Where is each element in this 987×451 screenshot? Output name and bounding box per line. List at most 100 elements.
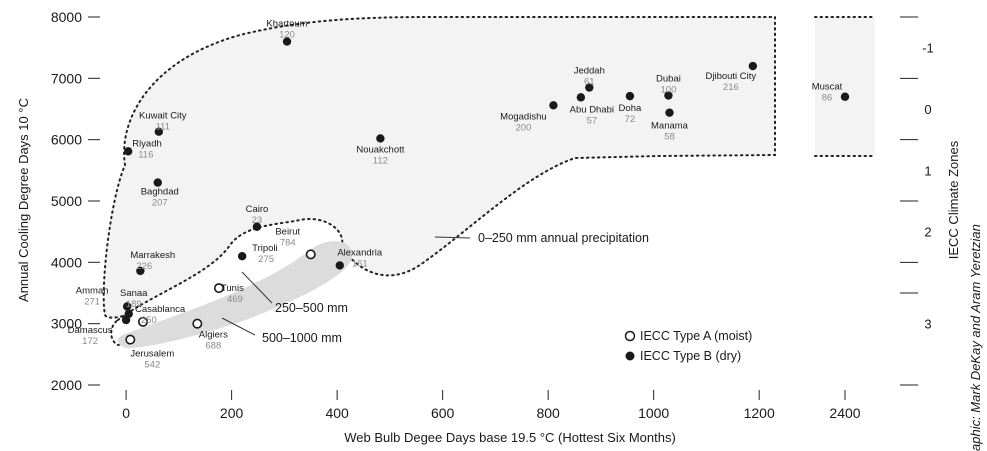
marker-type-a bbox=[137, 316, 148, 327]
annotations: 0–250 mm annual precipitation 250–500 mm… bbox=[221, 231, 649, 345]
city-label: Sanaa bbox=[120, 288, 148, 299]
x-tick-label: 0 bbox=[122, 405, 130, 421]
city-value-label: 116 bbox=[138, 149, 153, 160]
city-value-label: 61 bbox=[584, 77, 595, 88]
city-value-label: 112 bbox=[373, 155, 388, 166]
x-tick-label: 200 bbox=[220, 405, 244, 421]
leader-250-500 bbox=[241, 271, 273, 304]
city-label: Amman bbox=[76, 285, 109, 296]
climate-zone-axis: -1 0 1 2 3 bbox=[900, 16, 934, 386]
city-label: Kuwait City bbox=[139, 111, 187, 122]
city-value-label: 86 bbox=[822, 93, 833, 104]
city-value-label: 271 bbox=[84, 296, 100, 307]
city-value-label: 207 bbox=[152, 198, 168, 209]
marker-type-a bbox=[305, 249, 316, 260]
city-value-label: 72 bbox=[625, 114, 636, 125]
city-value-label: 172 bbox=[82, 336, 98, 347]
city-label: Marrakesh bbox=[130, 250, 175, 261]
y-tick-label: 6000 bbox=[51, 132, 82, 148]
city-label: Muscat bbox=[812, 82, 843, 93]
city-label: Jeddah bbox=[574, 66, 605, 77]
legend: IECC Type A (moist) IECC Type B (dry) bbox=[624, 329, 752, 363]
city-value-label: 250 bbox=[141, 315, 157, 326]
city-label: Manama bbox=[651, 121, 689, 132]
region-0-250mm-break bbox=[815, 17, 875, 156]
city-label: Khartoum bbox=[266, 19, 307, 30]
x-tick-label: 400 bbox=[325, 405, 349, 421]
x-tick-label: 2400 bbox=[829, 405, 860, 421]
marker-type-b bbox=[549, 101, 558, 110]
city-value-label: 226 bbox=[136, 261, 152, 272]
city-label: Abu Dhabi bbox=[570, 104, 614, 115]
city-value-label: 542 bbox=[144, 360, 160, 371]
x-tick-label: 1000 bbox=[638, 405, 669, 421]
marker-type-b bbox=[376, 134, 385, 143]
city-label: Doha bbox=[619, 103, 642, 114]
y-tick-label: 2000 bbox=[51, 377, 82, 393]
city-value-label: 58 bbox=[664, 132, 675, 143]
city-label: Algiers bbox=[199, 330, 228, 341]
zone-axis-title: IECC Climate Zones bbox=[946, 140, 961, 259]
zone-label: 3 bbox=[924, 317, 931, 332]
city-value-label: 469 bbox=[227, 294, 243, 305]
marker-type-b bbox=[124, 147, 133, 156]
region-500-1000mm bbox=[117, 241, 353, 348]
city-label: Damascus bbox=[68, 325, 113, 336]
zone-label: 0 bbox=[924, 102, 931, 117]
credit: aphic: Mark DeKay and Aram Yeretzian bbox=[968, 224, 983, 451]
city-label: Tripoli bbox=[252, 243, 278, 254]
x-tick-label: 600 bbox=[431, 405, 455, 421]
marker-type-b bbox=[748, 61, 758, 71]
city-label: Mogadishu bbox=[500, 111, 546, 122]
marker-type-b bbox=[576, 93, 586, 102]
leader-500-1000 bbox=[221, 317, 256, 336]
marker-type-b bbox=[665, 108, 674, 117]
marker-type-b bbox=[252, 222, 262, 231]
marker-type-b bbox=[840, 92, 850, 101]
marker-type-a bbox=[213, 283, 224, 294]
city-label: Riyadh bbox=[132, 138, 162, 149]
city-value-label: 100 bbox=[661, 85, 677, 96]
city-label: Beirut bbox=[275, 226, 300, 237]
x-axis-title: Web Bulb Degee Days base 19.5 °C (Hottes… bbox=[344, 430, 676, 445]
marker-type-b bbox=[625, 91, 635, 101]
city-value-label: 111 bbox=[156, 122, 170, 133]
city-label: Jerusalem bbox=[130, 349, 174, 360]
marker-type-b bbox=[282, 37, 292, 46]
city-label: Cairo bbox=[246, 204, 269, 215]
city-label: Tunis bbox=[221, 283, 244, 294]
marker-type-b bbox=[664, 91, 673, 100]
city-value-label: 216 bbox=[723, 82, 739, 93]
y-tick-label: 4000 bbox=[51, 254, 82, 270]
marker-type-b bbox=[122, 302, 132, 311]
legend-label-type-a: IECC Type A (moist) bbox=[640, 329, 752, 343]
leader-0-250 bbox=[434, 236, 471, 239]
marker-type-a bbox=[125, 334, 136, 345]
city-label: Baghdad bbox=[141, 187, 179, 198]
city-label: Alexandria bbox=[337, 247, 383, 258]
legend-label-type-b: IECC Type B (dry) bbox=[640, 349, 741, 363]
marker-type-b bbox=[335, 261, 344, 270]
city-value-label: 57 bbox=[587, 115, 598, 126]
city-value-label: 23 bbox=[252, 215, 263, 226]
precipitation-regions bbox=[102, 16, 876, 348]
annotation-0-250mm: 0–250 mm annual precipitation bbox=[478, 231, 649, 245]
city-label: Nouakchott bbox=[356, 144, 404, 155]
